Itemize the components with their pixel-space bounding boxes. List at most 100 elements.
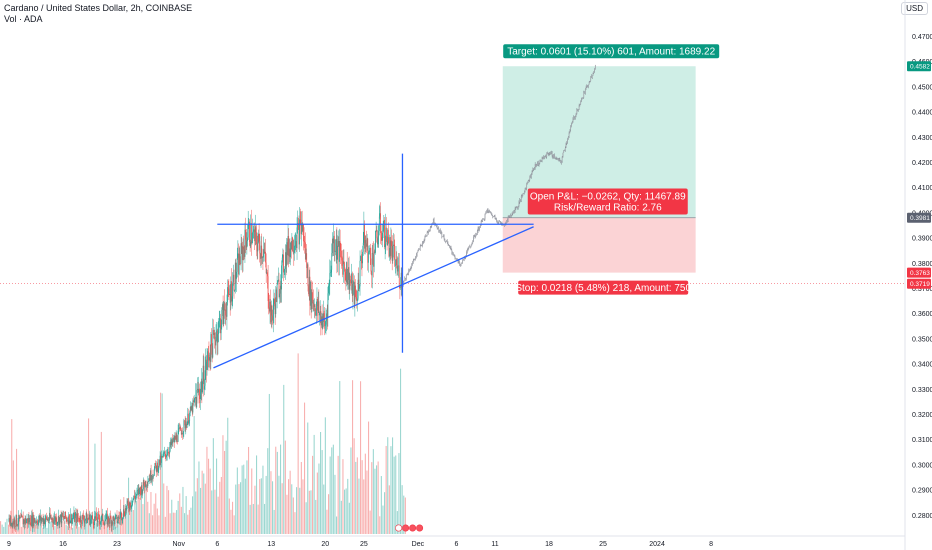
projection-body xyxy=(478,227,480,230)
volume-bar xyxy=(196,478,198,534)
projection-body xyxy=(408,270,410,274)
candle-body xyxy=(247,224,249,238)
candle-body xyxy=(331,253,333,270)
candle-body xyxy=(90,517,92,520)
event-marker-icon xyxy=(416,524,424,532)
candle-body xyxy=(348,267,349,281)
ascending-trendline xyxy=(213,226,534,369)
volume-bar xyxy=(275,446,277,534)
volume-bar xyxy=(211,490,213,534)
candle-body xyxy=(351,273,353,284)
projection-body xyxy=(530,174,532,177)
projection-body xyxy=(581,98,582,102)
volume-bar xyxy=(371,462,373,534)
candle-body xyxy=(245,239,247,248)
candle-body xyxy=(49,512,50,521)
projection-body xyxy=(422,241,423,246)
candle-body xyxy=(263,249,265,253)
candle-body xyxy=(276,289,277,302)
candle-body xyxy=(317,299,318,311)
projection-body xyxy=(486,211,487,213)
projection-body xyxy=(516,206,518,208)
candle-body xyxy=(335,239,337,251)
candle-body xyxy=(87,518,89,519)
projection-body xyxy=(509,215,511,217)
projection-body xyxy=(488,210,490,213)
candle-body xyxy=(261,245,263,258)
candle-body xyxy=(93,524,95,526)
event-markers[interactable] xyxy=(395,524,424,532)
candle-body xyxy=(118,516,120,518)
volume-bar xyxy=(392,437,394,534)
candle-body xyxy=(88,518,90,520)
candle-body xyxy=(182,433,183,434)
candle-body xyxy=(78,517,80,522)
projection-body xyxy=(440,232,442,234)
candle-body xyxy=(196,388,198,390)
candle-body xyxy=(268,301,270,308)
volume-bar xyxy=(257,504,259,534)
candle-body xyxy=(394,264,396,266)
drawings[interactable] xyxy=(213,153,534,369)
candle-body xyxy=(81,514,83,525)
volume-bar xyxy=(286,494,288,534)
candle-body xyxy=(311,292,313,309)
projection-body xyxy=(587,85,589,87)
volume-bar xyxy=(243,464,245,534)
volume-bar xyxy=(297,353,299,534)
projection-body xyxy=(425,235,427,237)
candle-body xyxy=(215,336,217,346)
candle-body xyxy=(189,412,191,421)
volume-bar xyxy=(337,455,339,534)
price-tag-label: 0.4582 xyxy=(910,64,930,71)
volume-bar xyxy=(70,526,72,534)
candle-body xyxy=(360,256,362,261)
candle-body xyxy=(17,523,19,526)
time-axis[interactable]: 9 16 23 Nov 6 13 20 25 Dec 6 11 18 25 2024 8 xyxy=(0,535,905,548)
candle-body xyxy=(202,365,204,382)
candle-body xyxy=(222,304,223,310)
volume-bar xyxy=(329,456,331,534)
candle-body xyxy=(231,296,233,302)
candle-body xyxy=(61,513,63,524)
candle-body xyxy=(85,518,86,521)
volume-bar xyxy=(308,490,310,534)
candle-body xyxy=(110,515,111,519)
projection-body xyxy=(453,255,455,256)
candle-body xyxy=(364,240,366,249)
candle-body xyxy=(369,247,371,259)
candle-body xyxy=(211,345,213,358)
candle-body xyxy=(375,229,377,231)
candle-body xyxy=(152,475,154,477)
candle-body xyxy=(155,463,156,466)
candle-body xyxy=(175,434,177,440)
candle-body xyxy=(283,254,284,273)
price-axis[interactable]: 0.2800 0.2900 0.3000 0.3100 0.3200 0.3300 0.34… xyxy=(904,0,932,550)
candle-body xyxy=(253,229,255,232)
projection-body xyxy=(530,175,531,177)
candle-body xyxy=(103,523,105,526)
currency-button[interactable]: USD xyxy=(901,2,928,15)
candle-body xyxy=(234,262,236,291)
candle-body xyxy=(272,315,273,321)
candle-body xyxy=(38,515,40,520)
projection-body xyxy=(419,246,421,250)
candle-body xyxy=(223,302,225,324)
volume-bar xyxy=(259,479,261,534)
candle-body xyxy=(295,241,297,249)
volume-bar xyxy=(208,458,210,534)
candle-body xyxy=(374,251,376,253)
candle-body xyxy=(40,515,41,521)
candle-body xyxy=(303,241,305,242)
volume-bar xyxy=(134,490,136,534)
projection-body xyxy=(491,213,493,216)
candle-body xyxy=(97,513,99,523)
projection-body xyxy=(546,152,548,158)
volume-bar xyxy=(372,449,374,534)
projection-body xyxy=(432,223,433,224)
volume-bar xyxy=(313,434,315,534)
candle-body xyxy=(393,244,394,246)
candle-body xyxy=(20,514,22,518)
candle-body xyxy=(171,438,173,444)
